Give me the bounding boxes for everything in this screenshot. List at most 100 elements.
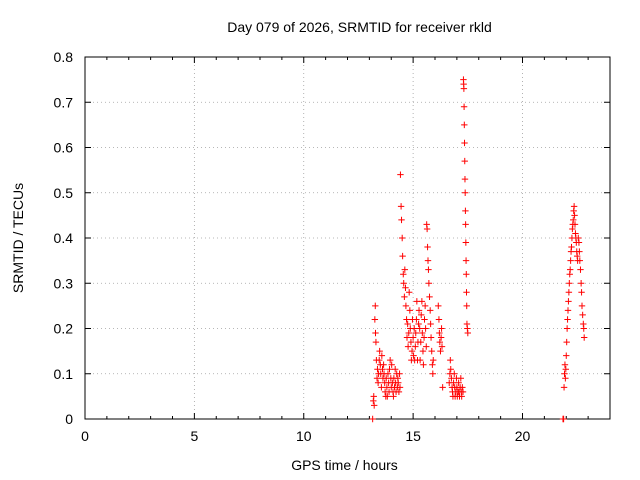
data-point <box>418 298 426 305</box>
data-point <box>403 316 410 323</box>
data-point <box>429 361 436 368</box>
data-point <box>462 207 469 215</box>
plot-frame <box>84 56 611 420</box>
data-point <box>418 311 425 319</box>
data-point <box>380 361 387 368</box>
data-point <box>567 257 574 264</box>
data-point <box>568 243 575 251</box>
data-point <box>396 370 403 377</box>
data-point <box>459 388 467 396</box>
data-point <box>395 388 403 396</box>
data-point <box>461 157 468 165</box>
data-point <box>451 370 458 377</box>
data-point <box>384 370 392 377</box>
y-tick-label: 0 <box>65 411 73 427</box>
data-point <box>580 334 588 341</box>
data-point <box>575 234 582 242</box>
data-point <box>576 257 584 264</box>
data-point <box>566 266 574 273</box>
data-point <box>410 352 417 359</box>
grid <box>85 57 610 419</box>
data-point <box>463 289 470 296</box>
data-point <box>401 293 408 301</box>
data-point <box>563 352 570 359</box>
data-point <box>563 325 571 332</box>
data-point <box>423 343 430 350</box>
data-point <box>423 225 431 233</box>
data-point <box>427 334 435 341</box>
data-point <box>399 252 406 260</box>
data-point <box>398 216 405 224</box>
data-point <box>576 248 583 255</box>
data-point <box>419 347 427 355</box>
y-tick-label: 0.7 <box>54 94 74 110</box>
data-point <box>462 257 470 264</box>
data-point <box>370 393 377 400</box>
data-point <box>425 266 432 273</box>
data-point <box>391 366 399 373</box>
data-point <box>463 302 470 310</box>
data-points <box>369 76 588 423</box>
data-point <box>562 375 569 382</box>
data-point <box>424 257 432 264</box>
data-point <box>562 366 570 373</box>
data-point <box>462 239 470 246</box>
data-point <box>577 280 585 287</box>
data-point <box>461 175 469 183</box>
data-point <box>464 329 472 337</box>
y-tick-label: 0.2 <box>54 321 74 337</box>
x-tick-label: 5 <box>190 428 198 444</box>
data-point <box>424 243 431 251</box>
data-point <box>386 356 394 364</box>
data-point <box>579 311 586 319</box>
data-point <box>422 325 429 332</box>
data-point <box>565 298 572 305</box>
data-point <box>438 343 446 350</box>
data-point <box>386 366 393 373</box>
data-point <box>561 370 568 377</box>
data-point <box>415 307 423 314</box>
data-point <box>413 316 420 323</box>
x-tick-label: 0 <box>81 428 89 444</box>
data-point <box>409 334 417 341</box>
data-point <box>447 366 454 373</box>
data-point <box>406 307 414 314</box>
x-tick-label: 15 <box>405 428 421 444</box>
data-point <box>462 221 469 228</box>
data-point <box>566 280 573 287</box>
data-point <box>408 347 416 355</box>
data-point <box>560 415 567 423</box>
data-point <box>458 393 465 400</box>
data-point <box>571 212 578 219</box>
data-point <box>571 221 579 228</box>
data-point <box>374 379 382 386</box>
data-point <box>565 289 573 296</box>
data-point <box>564 316 571 323</box>
data-point <box>407 338 415 346</box>
axis-ticks: 0 5 10 15 20 0 0.1 0.2 0.3 0.4 0.5 0.6 0.7 0.8 <box>54 49 610 444</box>
data-point <box>372 329 379 337</box>
data-point <box>417 338 424 346</box>
data-point <box>560 384 568 391</box>
data-point <box>401 266 409 273</box>
data-point <box>405 329 412 337</box>
data-point <box>570 203 578 210</box>
data-point <box>427 320 434 328</box>
data-point <box>429 370 437 377</box>
x-tick-label: 10 <box>296 428 312 444</box>
data-point <box>412 343 419 350</box>
data-point <box>439 384 446 391</box>
data-point <box>461 139 468 147</box>
data-point <box>435 302 442 310</box>
data-point <box>416 325 423 332</box>
data-point <box>563 338 570 346</box>
data-point <box>578 302 586 310</box>
data-point <box>436 338 444 346</box>
data-point <box>447 356 454 364</box>
data-point <box>426 293 433 301</box>
data-point <box>398 234 406 242</box>
data-point <box>402 284 409 291</box>
data-point <box>404 343 412 350</box>
